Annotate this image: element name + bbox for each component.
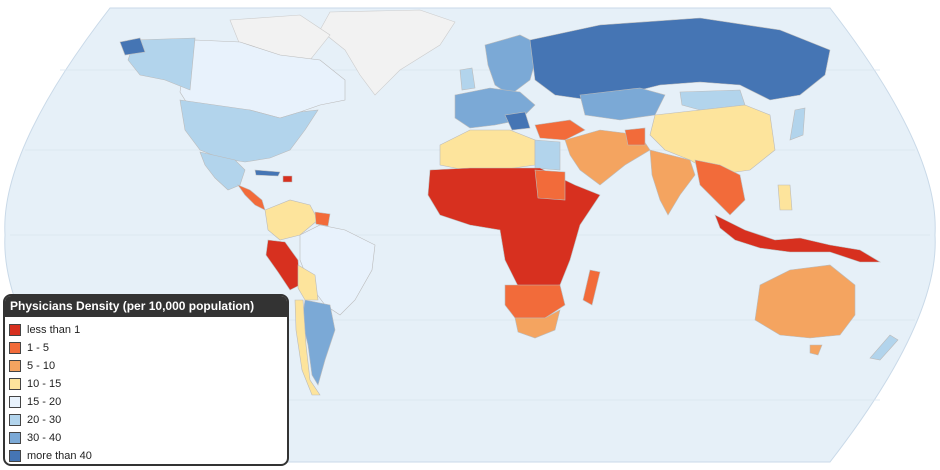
legend-label: 15 - 20 bbox=[27, 396, 62, 408]
colombia-venezuela bbox=[264, 199, 319, 241]
russia bbox=[529, 17, 831, 101]
legend-label: 20 - 30 bbox=[27, 414, 62, 426]
southeast-asia bbox=[694, 159, 746, 216]
egypt bbox=[534, 139, 561, 171]
legend: Physicians Density (per 10,000 populatio… bbox=[3, 294, 289, 466]
legend-item: 30 - 40 bbox=[5, 429, 287, 447]
sudan bbox=[534, 169, 566, 201]
legend-swatch bbox=[9, 378, 21, 390]
legend-swatch bbox=[9, 432, 21, 444]
turkey bbox=[534, 119, 586, 141]
legend-swatch bbox=[9, 324, 21, 336]
tasmania bbox=[809, 344, 823, 356]
scandinavia bbox=[484, 34, 541, 96]
peru bbox=[265, 239, 301, 291]
guyana bbox=[314, 211, 331, 227]
uk bbox=[459, 67, 476, 91]
legend-item: 1 - 5 bbox=[5, 339, 287, 357]
legend-label: 5 - 10 bbox=[27, 360, 56, 372]
legend-items: less than 1 1 - 5 5 - 10 10 - 15 15 - 20 20 -… bbox=[5, 317, 287, 464]
legend-label: 30 - 40 bbox=[27, 432, 62, 444]
legend-swatch bbox=[9, 414, 21, 426]
haiti bbox=[282, 175, 293, 183]
china bbox=[649, 104, 776, 176]
legend-label: 1 - 5 bbox=[27, 342, 50, 354]
australia bbox=[754, 264, 856, 339]
chile bbox=[294, 299, 321, 396]
greece-balkans bbox=[504, 111, 531, 131]
usa bbox=[179, 99, 319, 163]
japan bbox=[789, 107, 806, 141]
philippines bbox=[777, 184, 793, 211]
legend-label: less than 1 bbox=[27, 324, 81, 336]
legend-swatch bbox=[9, 450, 21, 462]
india bbox=[649, 149, 696, 216]
east-russia-tip bbox=[119, 37, 146, 56]
new-zealand bbox=[869, 334, 899, 361]
mexico bbox=[199, 151, 246, 191]
legend-item: 10 - 15 bbox=[5, 375, 287, 393]
legend-title: Physicians Density (per 10,000 populatio… bbox=[5, 296, 287, 317]
legend-item: less than 1 bbox=[5, 321, 287, 339]
legend-item: 20 - 30 bbox=[5, 411, 287, 429]
legend-label: more than 40 bbox=[27, 450, 92, 462]
legend-label: 10 - 15 bbox=[27, 378, 62, 390]
cuba bbox=[254, 169, 281, 177]
legend-swatch bbox=[9, 342, 21, 354]
madagascar bbox=[582, 269, 601, 306]
bolivia bbox=[297, 264, 319, 301]
legend-swatch bbox=[9, 396, 21, 408]
legend-swatch bbox=[9, 360, 21, 372]
south-africa bbox=[514, 309, 561, 339]
canada bbox=[179, 39, 346, 119]
legend-item: 15 - 20 bbox=[5, 393, 287, 411]
greenland bbox=[319, 9, 456, 96]
indonesia bbox=[714, 214, 882, 263]
legend-item: more than 40 bbox=[5, 447, 287, 464]
afghanistan bbox=[624, 127, 646, 146]
legend-item: 5 - 10 bbox=[5, 357, 287, 375]
